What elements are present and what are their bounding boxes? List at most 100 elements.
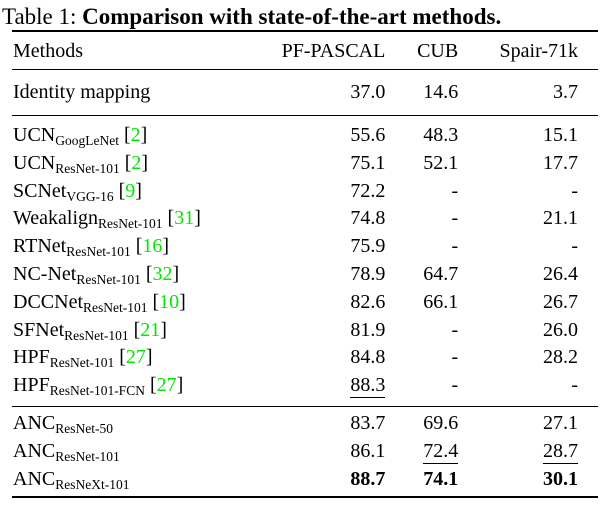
- score-value: 48.3: [423, 124, 459, 146]
- citation-link[interactable]: [27]: [149, 374, 184, 397]
- section-baselines: UCNGoogLeNet [2] 55.6 48.3 15.1 UCNResNet-101…: [12, 116, 598, 407]
- score-value: 26.7: [543, 290, 578, 313]
- method-backbone-subscript: GoogLeNet: [55, 133, 119, 148]
- method-cell: UCNResNet-101 [2]: [12, 150, 312, 183]
- table-row: SCNetVGG-16 [9] 72.2 - -: [12, 178, 598, 206]
- table-row: DCCNetResNet-101 [10] 82.6 66.1 26.7: [12, 289, 598, 317]
- value-cell: 75.1: [312, 150, 385, 178]
- value-cell: 72.2: [312, 178, 385, 206]
- score-value: 78.9: [350, 262, 386, 285]
- score-value: 26.4: [543, 262, 578, 285]
- method-cell: UCNGoogLeNet [2]: [12, 122, 312, 155]
- value-cell: -: [458, 372, 598, 400]
- score-value: 64.7: [423, 262, 459, 285]
- score-value: 83.7: [350, 411, 386, 434]
- score-value: -: [451, 346, 459, 369]
- table-caption: Table 1: Comparison with state-of-the-ar…: [0, 0, 602, 30]
- method-name: ANC: [13, 467, 56, 490]
- score-value: 28.2: [543, 346, 578, 369]
- citation-link[interactable]: [2]: [124, 151, 149, 174]
- value-cell: 52.1: [385, 150, 458, 178]
- method-cell: ANCResNeXt-101: [12, 466, 312, 499]
- method-name: SFNet: [13, 318, 65, 341]
- table-row: UCNResNet-101 [2] 75.1 52.1 17.7: [12, 150, 598, 178]
- table-row: UCNGoogLeNet [2] 55.6 48.3 15.1: [12, 122, 598, 150]
- method-name: ANC: [13, 411, 56, 434]
- citation-link[interactable]: [16]: [135, 235, 170, 258]
- value-cell: 86.1: [312, 438, 385, 466]
- method-backbone-subscript: ResNeXt-101: [55, 476, 130, 492]
- method-name: HPF: [13, 374, 50, 397]
- score-value: 88.7: [350, 467, 386, 490]
- value-cell: 30.1: [458, 466, 598, 494]
- score-value: 75.1: [350, 151, 386, 174]
- table-row: Identity mapping 37.0 14.6 3.7: [12, 79, 598, 107]
- citation-link[interactable]: [27]: [119, 346, 153, 369]
- table-header-row: Methods PF-PASCAL CUB Spair-71k: [12, 32, 598, 70]
- score-value: -: [451, 179, 459, 202]
- citation-link[interactable]: [10]: [152, 290, 186, 313]
- score-value: -: [451, 318, 459, 341]
- method-backbone-subscript: ResNet-101: [64, 327, 129, 343]
- score-value: 14.6: [423, 80, 459, 103]
- caption-label: Table 1:: [2, 4, 83, 29]
- value-cell: 21.1: [458, 205, 598, 233]
- score-value: 72.4: [423, 439, 459, 464]
- citation-number: 16: [142, 235, 163, 258]
- table-row: HPFResNet-101-FCN [27] 88.3 - -: [12, 372, 598, 400]
- column-header-methods: Methods: [13, 39, 83, 62]
- value-cell: 26.7: [458, 289, 598, 317]
- score-value: 37.0: [350, 80, 386, 103]
- value-cell: 28.7: [458, 438, 598, 466]
- citation-link[interactable]: [32]: [145, 262, 180, 285]
- score-value: 28.7: [543, 439, 578, 464]
- method-backbone-subscript: ResNet-101: [76, 271, 141, 287]
- value-cell: 26.0: [458, 317, 598, 345]
- score-value: 72.2: [350, 179, 386, 202]
- method-name: Identity mapping: [13, 80, 151, 103]
- value-cell: 69.6: [385, 410, 458, 438]
- citation-link[interactable]: [21]: [133, 318, 167, 341]
- score-value: 21.1: [543, 207, 578, 230]
- value-cell: -: [385, 233, 459, 261]
- method-cell: ANCResNet-50: [12, 410, 312, 443]
- citation-link[interactable]: [31]: [167, 207, 201, 230]
- method-cell: NC-NetResNet-101 [32]: [12, 261, 312, 294]
- method-cell: SCNetVGG-16 [9]: [12, 178, 312, 211]
- score-value: 81.9: [350, 318, 386, 341]
- method-name: RTNet: [13, 235, 67, 258]
- method-cell: RTNetResNet-101 [16]: [12, 233, 312, 266]
- citation-link[interactable]: [9]: [118, 179, 142, 202]
- method-name: Weakalign: [13, 207, 99, 230]
- value-cell: 88.3: [312, 372, 386, 400]
- score-value: -: [571, 374, 578, 397]
- section-identity: Identity mapping 37.0 14.6 3.7: [12, 70, 598, 116]
- value-cell: 82.6: [312, 289, 385, 317]
- caption-title: Comparison with state-of-the-art methods…: [82, 4, 502, 29]
- score-value: 30.1: [543, 467, 578, 490]
- score-value: 27.1: [543, 411, 578, 434]
- value-cell: 72.4: [385, 438, 459, 466]
- citation-number: 10: [159, 290, 180, 313]
- score-value: 75.9: [350, 235, 386, 258]
- citation-number: 2: [131, 151, 142, 174]
- value-cell: 14.6: [385, 79, 458, 107]
- score-value: 88.3: [350, 374, 386, 399]
- value-cell: 27.1: [458, 410, 598, 438]
- method-backbone-subscript: ResNet-101: [66, 244, 131, 260]
- method-name: ANC: [13, 439, 56, 462]
- value-cell: 83.7: [312, 410, 385, 438]
- value-cell: 64.7: [385, 261, 458, 289]
- score-value: 17.7: [543, 151, 578, 174]
- score-value: 26.0: [543, 318, 578, 341]
- method-cell: SFNetResNet-101 [21]: [12, 317, 312, 350]
- column-header-pf-pascal: PF-PASCAL: [281, 39, 386, 62]
- value-cell: -: [385, 205, 459, 233]
- citation-link[interactable]: [2]: [123, 124, 148, 146]
- column-header-spair-71k: Spair-71k: [499, 39, 578, 62]
- method-backbone-subscript: VGG-16: [66, 188, 114, 204]
- score-value: 15.1: [543, 124, 578, 146]
- value-cell: -: [385, 317, 459, 345]
- section-ours: ANCResNet-50 83.7 69.6 27.1 ANCResNet-101 86.…: [12, 407, 598, 496]
- results-table: Methods PF-PASCAL CUB Spair-71k Identity…: [12, 30, 598, 499]
